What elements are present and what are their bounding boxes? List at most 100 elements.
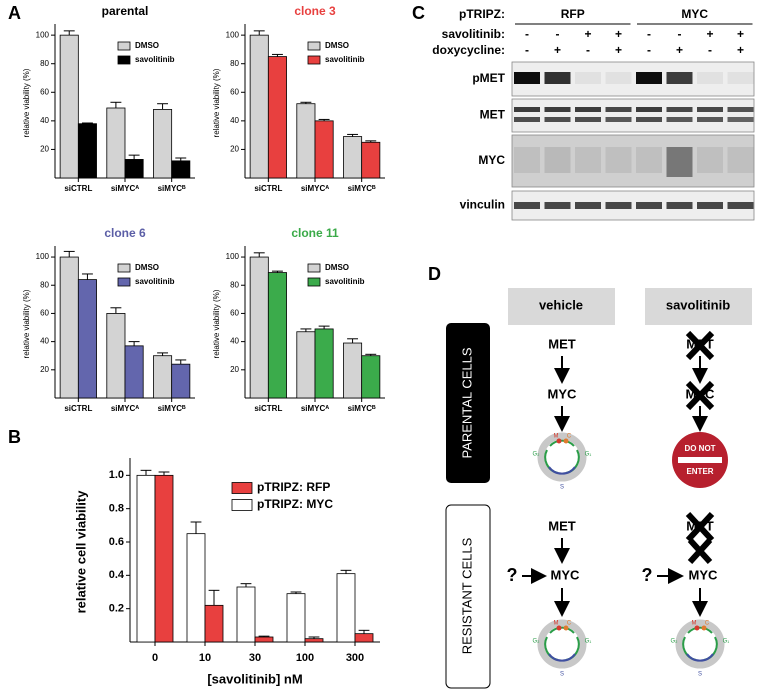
- x-tick-label: siCTRL: [64, 184, 92, 193]
- band: [544, 72, 571, 84]
- stop-text: DO NOT: [684, 444, 715, 453]
- band: [636, 72, 662, 84]
- myc: MYC: [548, 386, 578, 401]
- y-tick-label: 0.6: [109, 536, 124, 548]
- cycle-dot: [563, 625, 569, 631]
- bar: [249, 256, 269, 399]
- bar: [153, 355, 173, 399]
- y-tick-label: 1.0: [109, 469, 124, 481]
- y-tick-label: 40: [230, 337, 239, 346]
- cycle-dot: [701, 625, 707, 631]
- row-header-box: [446, 323, 490, 483]
- band: [727, 202, 754, 209]
- legend-label: savolitinib: [135, 55, 175, 64]
- met: MET: [548, 336, 576, 351]
- y-tick-label: 80: [40, 280, 49, 289]
- y-axis-label: relative viability (%): [22, 289, 31, 358]
- band-label: MYC: [478, 153, 505, 167]
- cycle-dot: [556, 438, 562, 444]
- bar: [59, 256, 79, 399]
- band: [514, 117, 540, 122]
- band: [636, 107, 662, 112]
- y-tick-label: 0.4: [109, 569, 125, 581]
- band: [575, 202, 601, 209]
- panel-label: D: [428, 264, 441, 284]
- bar: [314, 120, 334, 179]
- myc: MYC: [551, 567, 581, 582]
- y-tick-label: 80: [230, 280, 239, 289]
- band: [636, 117, 662, 122]
- cycle-label: S: [560, 672, 564, 678]
- bar: [354, 633, 374, 643]
- cross: [685, 511, 715, 565]
- bar: [361, 355, 381, 399]
- row-header: RESISTANT CELLS: [459, 537, 474, 654]
- x-tick-label: siCTRL: [254, 184, 282, 193]
- legend-swatch: [117, 55, 131, 65]
- y-tick-label: 20: [230, 365, 239, 374]
- cycle-arc: [549, 626, 575, 634]
- band: [605, 147, 632, 173]
- y-tick-label: 0.2: [109, 603, 124, 615]
- cycle-dot: [563, 438, 569, 444]
- cycle-dot: [556, 625, 562, 631]
- band: [575, 147, 601, 173]
- sign: +: [737, 43, 744, 57]
- x-tick-label: siCTRL: [254, 404, 282, 413]
- y-tick-label: 0.8: [109, 503, 124, 515]
- x-tick-label: 0: [152, 652, 158, 664]
- legend-label: savolitinib: [325, 55, 365, 64]
- cycle-label: G₁: [585, 639, 592, 645]
- bar: [236, 586, 256, 643]
- legend-swatch: [117, 277, 131, 287]
- legend-label: savolitinib: [135, 277, 175, 286]
- sign: +: [554, 43, 561, 57]
- bar: [343, 136, 363, 179]
- cycle-label: M: [554, 621, 559, 627]
- sign: +: [584, 27, 591, 41]
- blot-header: pTRIPZ:: [459, 7, 505, 21]
- x-tick-label: siCTRL: [64, 404, 92, 413]
- band-label: pMET: [472, 71, 505, 85]
- sign: +: [737, 27, 744, 41]
- cross: [685, 330, 715, 361]
- sign: -: [708, 43, 712, 57]
- legend-label: DMSO: [135, 263, 159, 272]
- sign: +: [706, 27, 713, 41]
- band-label: vinculin: [460, 198, 505, 212]
- x-tick-label: siMYCᴮ: [348, 404, 376, 413]
- group-label: MYC: [681, 7, 708, 21]
- cycle-arc: [686, 653, 714, 662]
- band: [666, 147, 693, 177]
- legend-swatch: [117, 263, 131, 273]
- bar: [267, 272, 287, 399]
- band: [575, 117, 601, 122]
- cycle-label: C: [567, 621, 572, 627]
- band: [605, 117, 632, 122]
- bar: [186, 533, 206, 643]
- stop-bar: [678, 457, 722, 463]
- cycle-label: G₂: [671, 639, 679, 645]
- cycle-label: M: [692, 621, 697, 627]
- row-label: savolitinib:: [442, 27, 505, 41]
- cycle-label: M: [554, 434, 559, 440]
- y-tick-label: 20: [40, 365, 49, 374]
- band: [544, 202, 571, 209]
- unknown: ?: [507, 565, 518, 585]
- x-tick-label: 300: [346, 652, 364, 664]
- cross: [685, 380, 715, 411]
- band: [697, 72, 723, 84]
- panel-label: A: [8, 3, 21, 23]
- y-tick-label: 40: [40, 116, 49, 125]
- bar: [314, 328, 334, 399]
- bar: [267, 56, 287, 179]
- bar: [77, 279, 97, 399]
- cycle-ring: [537, 619, 587, 669]
- x-tick-label: 30: [249, 652, 261, 664]
- bar: [153, 109, 173, 179]
- band: [514, 147, 540, 173]
- sign: -: [525, 43, 529, 57]
- band: [636, 202, 662, 209]
- cycle-arc: [549, 439, 575, 447]
